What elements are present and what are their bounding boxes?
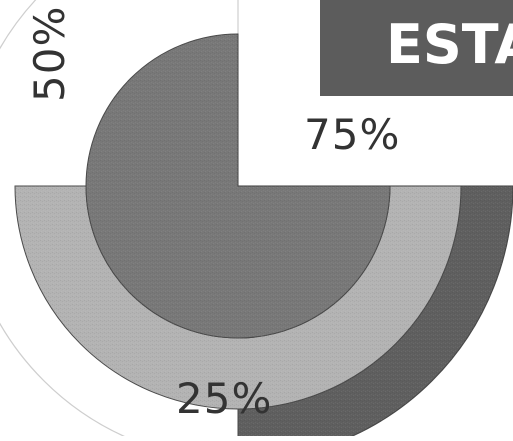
chart-title: ESTA [386,13,513,76]
label-50-percent: 50% [25,6,74,102]
label-25-percent: 25% [176,374,272,423]
ring-texture-25-percent [238,186,513,441]
texture-layer [15,34,513,441]
labels-layer: 25% 50% 75% [25,6,400,423]
ring-texture-75-percent [86,34,390,338]
title-box: ESTA [320,0,513,96]
label-75-percent: 75% [304,110,400,159]
ring-texture-50-percent [15,186,461,409]
